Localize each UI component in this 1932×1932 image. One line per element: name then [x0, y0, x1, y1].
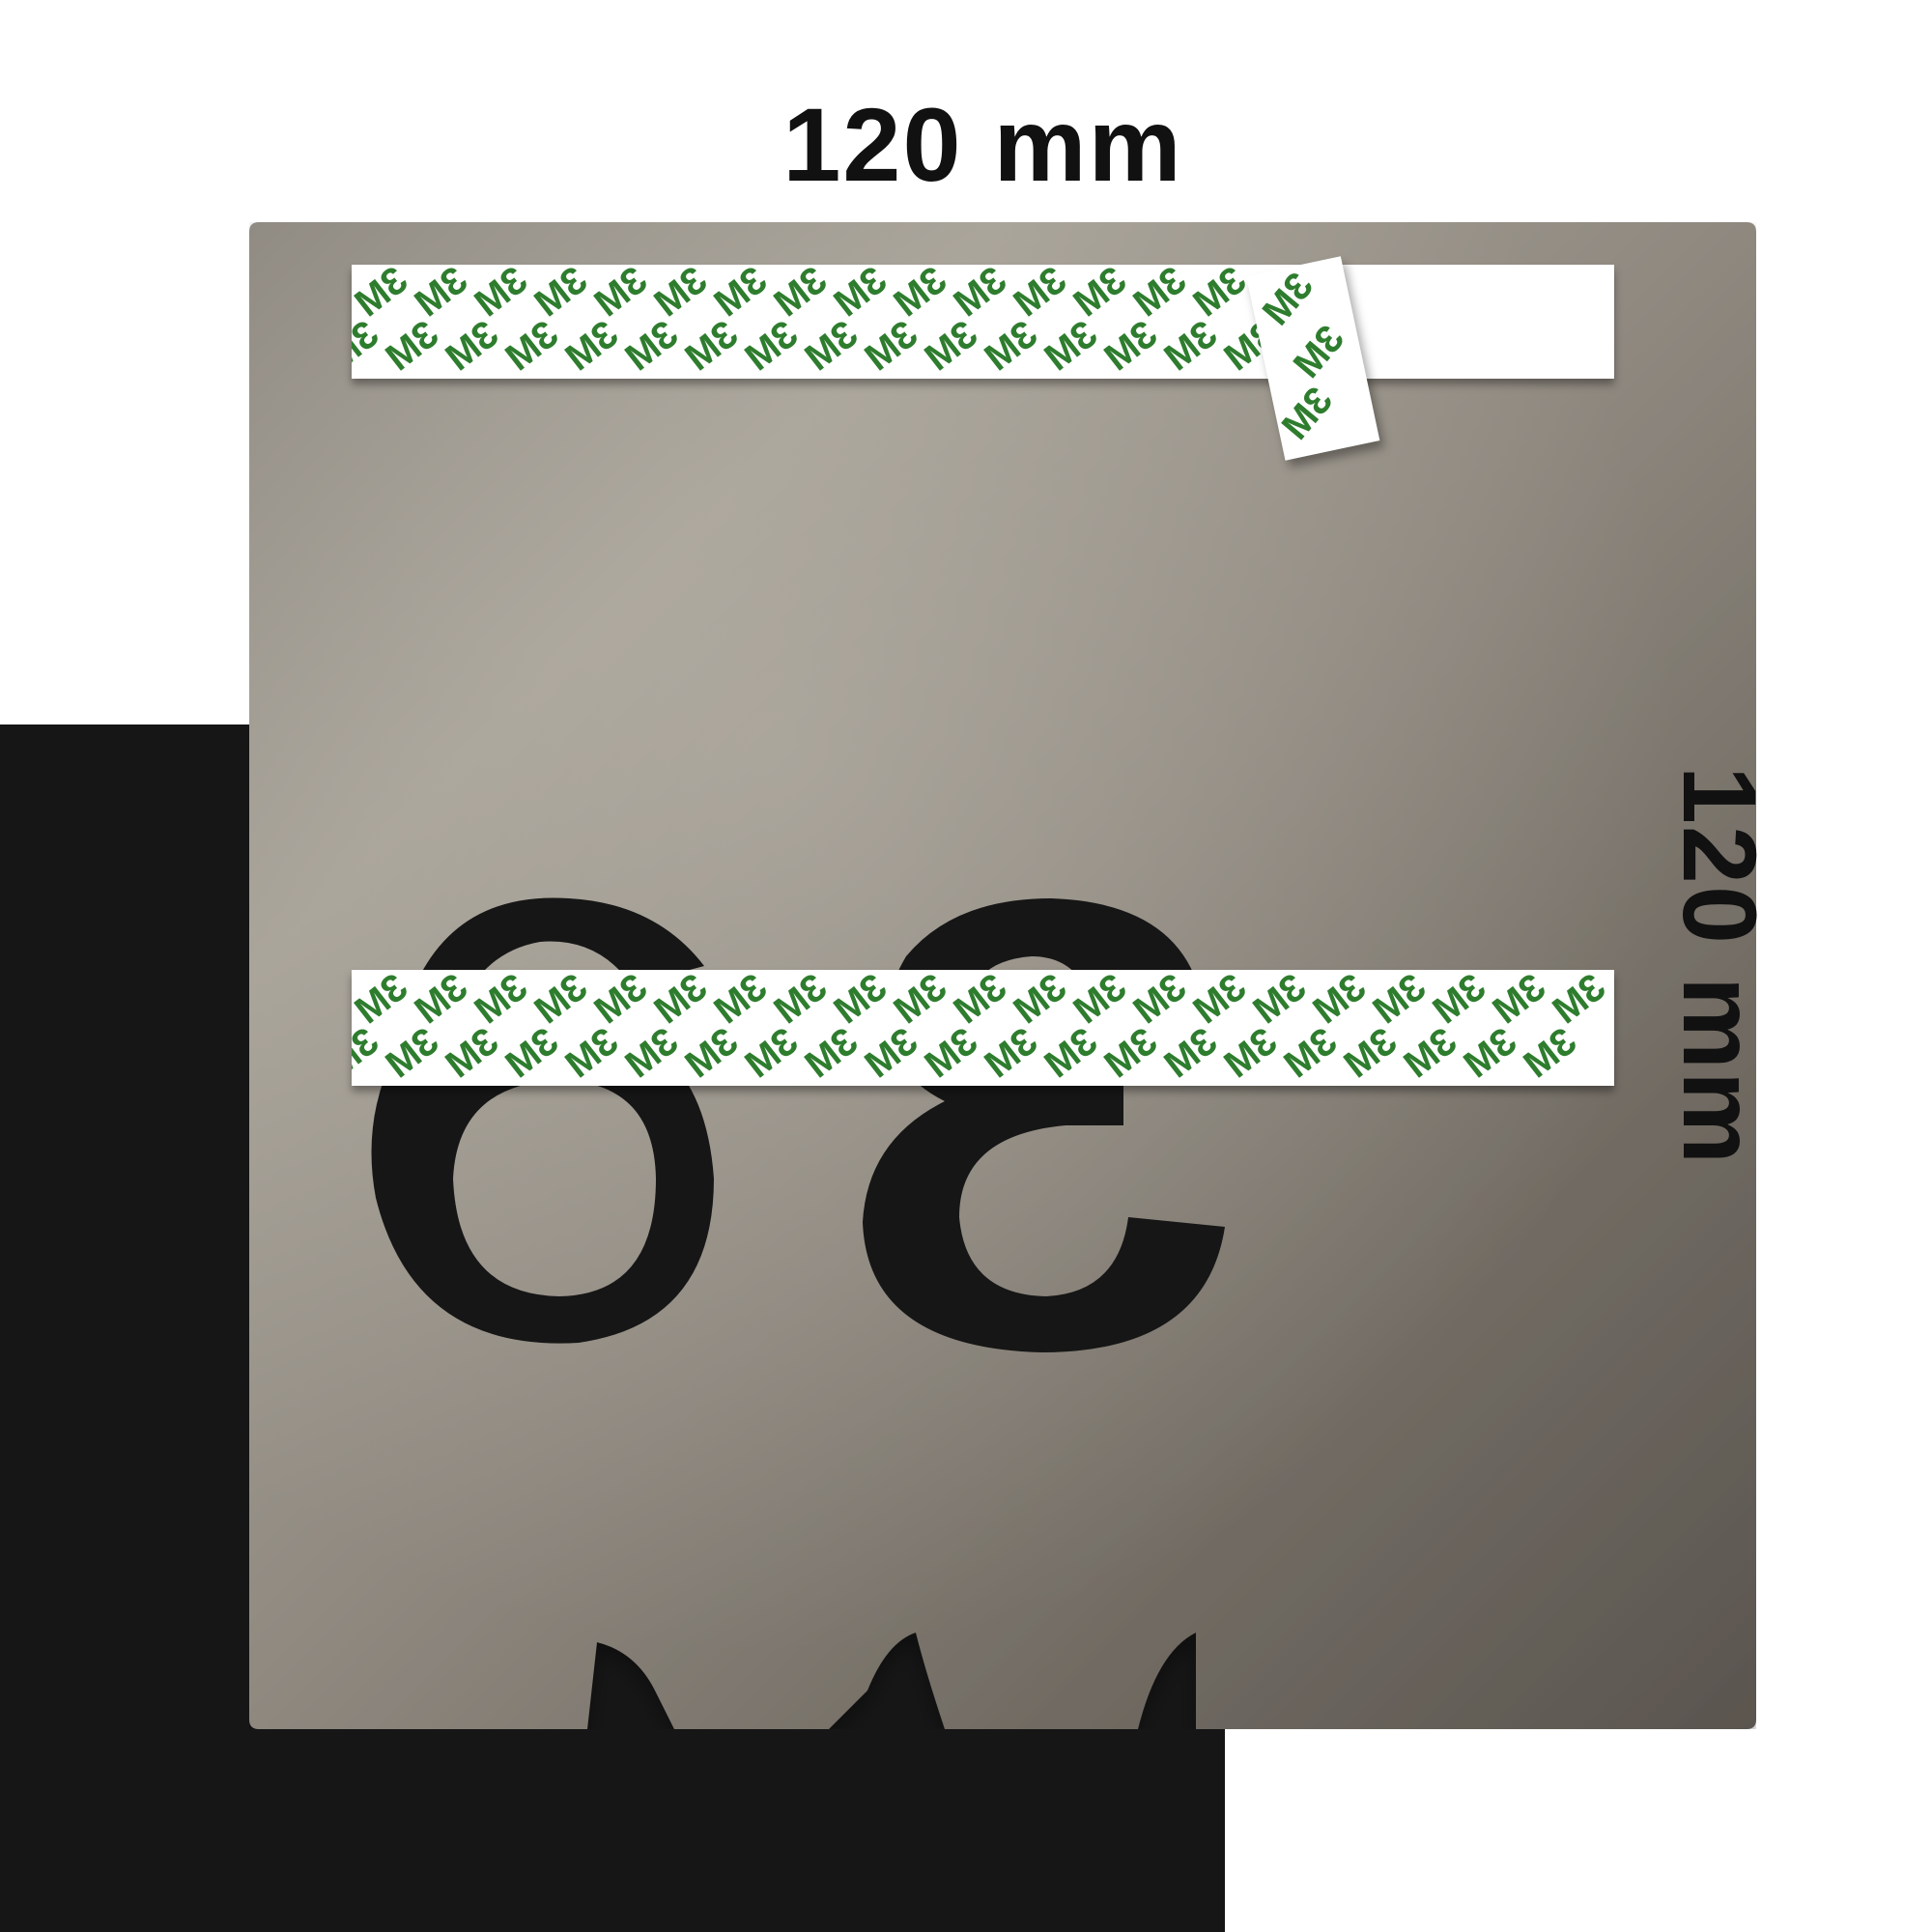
width-dimension-label: 120 mm — [782, 86, 1183, 203]
adhesive-tape-bottom: 3M3M3M3M3M3M3M3M3M3M3M3M3M3M3M3M3M3M3M3M… — [352, 970, 1614, 1086]
height-dimension-label: 120 mm — [1662, 765, 1778, 1167]
tape-logo-row: 3M3M3M3M3M3M3M3M3M3M3M3M3M3M3M3M3M3M3M3M… — [352, 1019, 1585, 1086]
exposed-adhesive — [1345, 265, 1614, 373]
